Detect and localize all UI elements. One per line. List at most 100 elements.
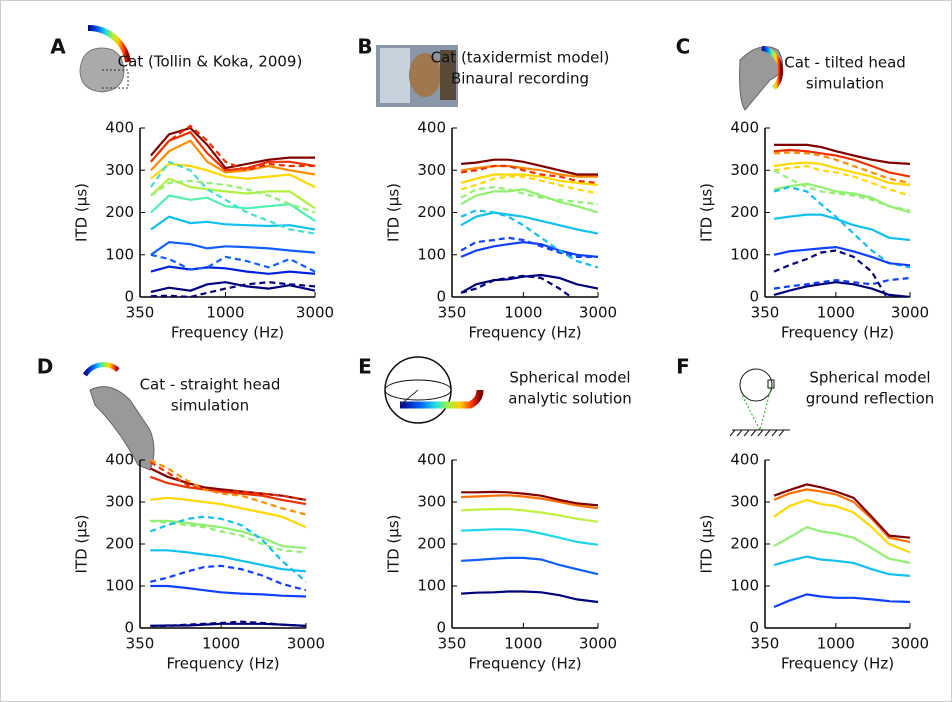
panel-label: B — [357, 35, 372, 59]
x-tick-label: 350 — [126, 304, 155, 322]
y-tick-label: 400 — [730, 451, 759, 469]
series-line — [774, 143, 911, 165]
icon-f — [729, 368, 790, 437]
x-tick-label: 350 — [126, 635, 155, 653]
x-tick-label: 1000 — [817, 304, 855, 322]
y-tick-label: 0 — [436, 288, 446, 306]
series-line — [461, 490, 599, 507]
series-line — [150, 124, 315, 172]
x-axis-label: Frequency (Hz) — [781, 655, 894, 673]
series-line — [150, 240, 316, 256]
y-tick-label: 300 — [105, 493, 134, 511]
y-tick-label: 300 — [730, 493, 759, 511]
y-tick-label: 200 — [417, 203, 446, 221]
y-tick-label: 100 — [105, 577, 134, 595]
panel-title: Cat - straight head — [140, 376, 281, 394]
y-axis-label: ITD (µs) — [698, 183, 716, 242]
panel: D Cat - straight head simulation 0 100 200 300… — [37, 355, 325, 673]
x-tick-label: 3000 — [891, 304, 929, 322]
series-line — [461, 556, 599, 576]
series-line — [773, 151, 911, 184]
y-tick-label: 0 — [124, 619, 134, 637]
series-line — [150, 130, 316, 172]
panel: A Cat (Tollin & Koka, 2009) 0 100 200 300 400 3… — [50, 35, 334, 342]
series-line — [150, 126, 315, 170]
panel-label: C — [676, 35, 691, 59]
panel-title: simulation — [806, 75, 884, 93]
x-tick-label: 3000 — [891, 635, 929, 653]
series-line — [460, 175, 599, 195]
series-line — [773, 245, 911, 267]
x-tick-label: 1000 — [202, 635, 240, 653]
icon-d — [82, 362, 155, 471]
series-line — [149, 459, 307, 516]
y-tick-label: 400 — [105, 119, 134, 137]
y-tick-label: 100 — [105, 245, 134, 263]
y-axis-label: ITD (µs) — [73, 515, 91, 574]
series-line — [150, 564, 307, 592]
series-line — [150, 139, 316, 176]
panel-title: Binaural recording — [451, 70, 589, 88]
y-tick-label: 0 — [436, 619, 446, 637]
y-tick-label: 300 — [105, 161, 134, 179]
series-line — [150, 496, 307, 529]
panel-label: E — [358, 355, 372, 379]
panel-title: Cat - tilted head — [784, 54, 906, 72]
series-line — [461, 528, 599, 546]
series-line — [150, 549, 307, 573]
series-line — [150, 584, 307, 598]
series-line — [460, 211, 599, 235]
series-line — [460, 274, 573, 297]
y-axis-label: ITD (µs) — [73, 183, 91, 242]
x-tick-label: 3000 — [287, 635, 325, 653]
y-tick-label: 300 — [417, 493, 446, 511]
y-tick-label: 200 — [730, 535, 759, 553]
x-axis-label: Frequency (Hz) — [468, 324, 581, 342]
series-line — [149, 461, 307, 501]
series-line — [150, 194, 316, 222]
y-axis-label: ITD (µs) — [698, 515, 716, 574]
panel-label: A — [50, 35, 66, 59]
x-tick-label: 350 — [751, 304, 780, 322]
series-line — [150, 265, 316, 275]
panel-title: Cat (taxidermist model) — [431, 49, 610, 67]
panel-label: D — [37, 355, 54, 379]
panel-title: Spherical model — [809, 369, 930, 387]
x-tick-label: 350 — [438, 635, 467, 653]
y-tick-label: 0 — [749, 288, 759, 306]
series-line — [149, 515, 307, 583]
series-line — [150, 620, 307, 627]
series-line — [460, 164, 598, 178]
series-line — [773, 498, 911, 554]
y-tick-label: 200 — [730, 203, 759, 221]
y-tick-label: 100 — [417, 245, 446, 263]
panel-title: simulation — [171, 397, 249, 415]
series-line — [150, 160, 316, 235]
icon-e — [384, 356, 484, 424]
panel-label: F — [676, 355, 690, 379]
panel-title: ground reflection — [806, 390, 935, 408]
x-axis-label: Frequency (Hz) — [468, 655, 581, 673]
y-tick-label: 0 — [749, 619, 759, 637]
y-axis-label: ITD (µs) — [385, 183, 403, 242]
series-line — [461, 590, 599, 604]
series-line — [150, 519, 307, 550]
series-line — [150, 281, 316, 297]
series-line — [150, 177, 316, 210]
series-line — [773, 488, 911, 543]
series-line — [461, 158, 598, 176]
series-line — [773, 593, 911, 609]
y-tick-label: 200 — [105, 535, 134, 553]
series-line — [150, 253, 316, 273]
series-line — [460, 240, 599, 258]
panel: E Spherical model analytic solution 0 100 200… — [358, 355, 632, 673]
y-tick-label: 100 — [417, 577, 446, 595]
series-line — [460, 185, 599, 206]
panel: F Spherical model ground reflection 0 100 200… — [676, 355, 934, 673]
series-line — [773, 148, 911, 178]
icon-a — [79, 24, 131, 93]
series-line — [773, 161, 911, 187]
y-tick-label: 100 — [730, 577, 759, 595]
series-line — [460, 173, 599, 187]
